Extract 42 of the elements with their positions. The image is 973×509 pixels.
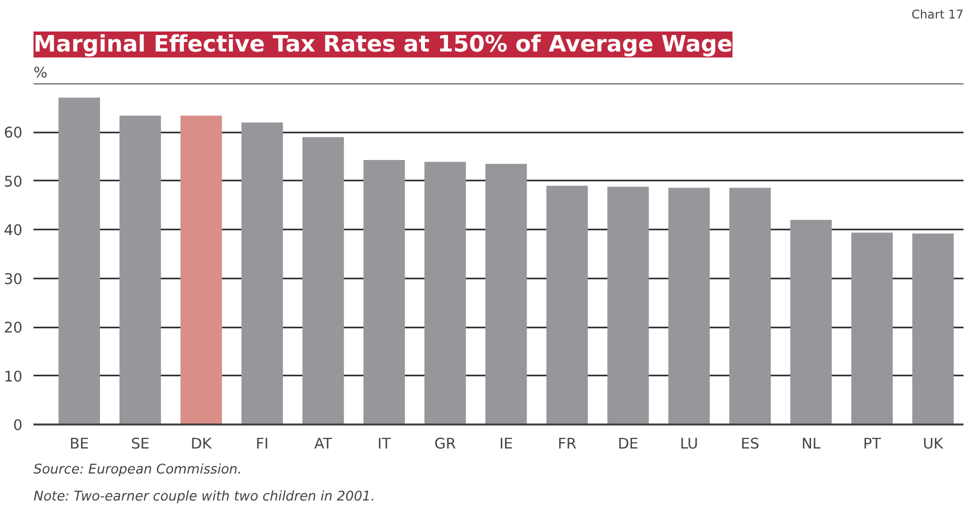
source-note: Source: European Commission. — [34, 462, 242, 478]
y-tick-label: 30 — [4, 270, 23, 288]
x-tick-label: SE — [130, 436, 150, 452]
bar — [607, 186, 649, 424]
text: Note: Two-earner couple with two children in 2001. — [34, 490, 376, 504]
bar — [851, 232, 893, 424]
y-axis-title: % — [34, 64, 48, 82]
x-tick-label: BE — [70, 436, 89, 452]
y-tick-label: 0 — [13, 417, 23, 434]
y-tick-label: 60 — [4, 124, 23, 142]
x-tick-label: ES — [740, 436, 760, 452]
bar — [180, 116, 222, 424]
y-tick-label: 20 — [4, 320, 23, 337]
x-tick-label: DE — [618, 436, 638, 452]
bar — [546, 186, 588, 424]
x-tick-label: PT — [863, 436, 881, 452]
x-tick-label: FI — [256, 436, 269, 452]
y-tick-label: 40 — [4, 222, 23, 240]
bar — [363, 160, 405, 424]
x-tick-label: IE — [499, 436, 513, 452]
bar — [485, 164, 527, 424]
x-tick-label: UK — [922, 436, 944, 452]
chart-title: Marginal Effective Tax Rates at 150% of Average Wage — [34, 32, 732, 58]
caption: Chart 17 — [911, 8, 964, 22]
x-tick-label: LU — [680, 436, 698, 452]
bar — [668, 188, 710, 424]
y-tick-label: 50 — [4, 173, 23, 190]
x-tick-label: NL — [801, 436, 822, 452]
y-tick-label: 10 — [4, 368, 23, 386]
x-tick-label: AT — [314, 436, 332, 452]
x-tick-label: IT — [378, 436, 391, 452]
bar — [302, 137, 344, 424]
bar — [119, 116, 161, 424]
bar — [58, 98, 100, 424]
x-tick-label: DK — [190, 436, 212, 452]
bar — [729, 188, 771, 424]
x-tick-label: GR — [434, 436, 456, 452]
bar — [790, 220, 832, 424]
bar — [424, 162, 466, 424]
bar — [912, 234, 954, 424]
bar — [241, 122, 283, 424]
x-tick-label: FR — [558, 436, 576, 452]
